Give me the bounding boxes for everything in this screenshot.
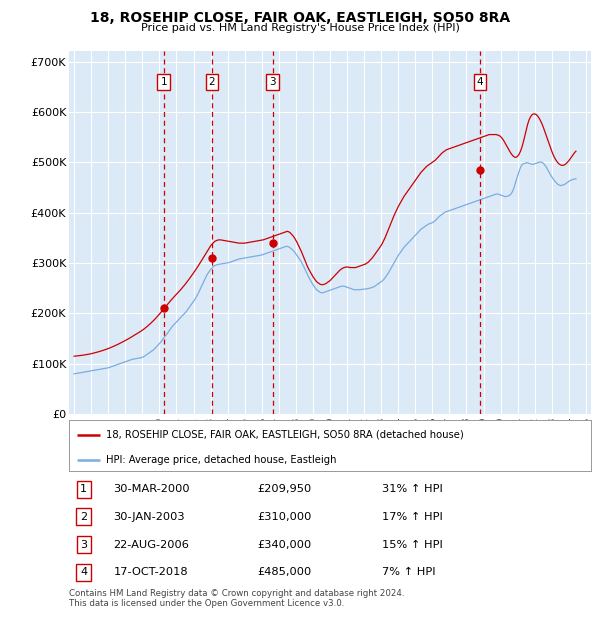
Text: Price paid vs. HM Land Registry's House Price Index (HPI): Price paid vs. HM Land Registry's House … [140,23,460,33]
Text: 4: 4 [80,567,87,577]
Text: 30-MAR-2000: 30-MAR-2000 [113,484,190,494]
Text: 4: 4 [476,77,483,87]
Text: HPI: Average price, detached house, Eastleigh: HPI: Average price, detached house, East… [106,455,336,465]
Text: 2: 2 [80,512,87,522]
Text: £310,000: £310,000 [257,512,311,522]
Text: 17% ↑ HPI: 17% ↑ HPI [382,512,443,522]
Text: 3: 3 [80,539,87,549]
Text: 18, ROSEHIP CLOSE, FAIR OAK, EASTLEIGH, SO50 8RA: 18, ROSEHIP CLOSE, FAIR OAK, EASTLEIGH, … [90,11,510,25]
Text: 15% ↑ HPI: 15% ↑ HPI [382,539,443,549]
Text: 3: 3 [269,77,276,87]
Text: £209,950: £209,950 [257,484,311,494]
Text: 17-OCT-2018: 17-OCT-2018 [113,567,188,577]
Text: 22-AUG-2006: 22-AUG-2006 [113,539,189,549]
Text: 30-JAN-2003: 30-JAN-2003 [113,512,185,522]
Text: 7% ↑ HPI: 7% ↑ HPI [382,567,436,577]
Text: 31% ↑ HPI: 31% ↑ HPI [382,484,443,494]
Text: £340,000: £340,000 [257,539,311,549]
Text: 1: 1 [80,484,87,494]
Text: 18, ROSEHIP CLOSE, FAIR OAK, EASTLEIGH, SO50 8RA (detached house): 18, ROSEHIP CLOSE, FAIR OAK, EASTLEIGH, … [106,430,463,440]
Text: £485,000: £485,000 [257,567,311,577]
Text: Contains HM Land Registry data © Crown copyright and database right 2024.
This d: Contains HM Land Registry data © Crown c… [69,589,404,608]
Text: 2: 2 [209,77,215,87]
Text: 1: 1 [160,77,167,87]
